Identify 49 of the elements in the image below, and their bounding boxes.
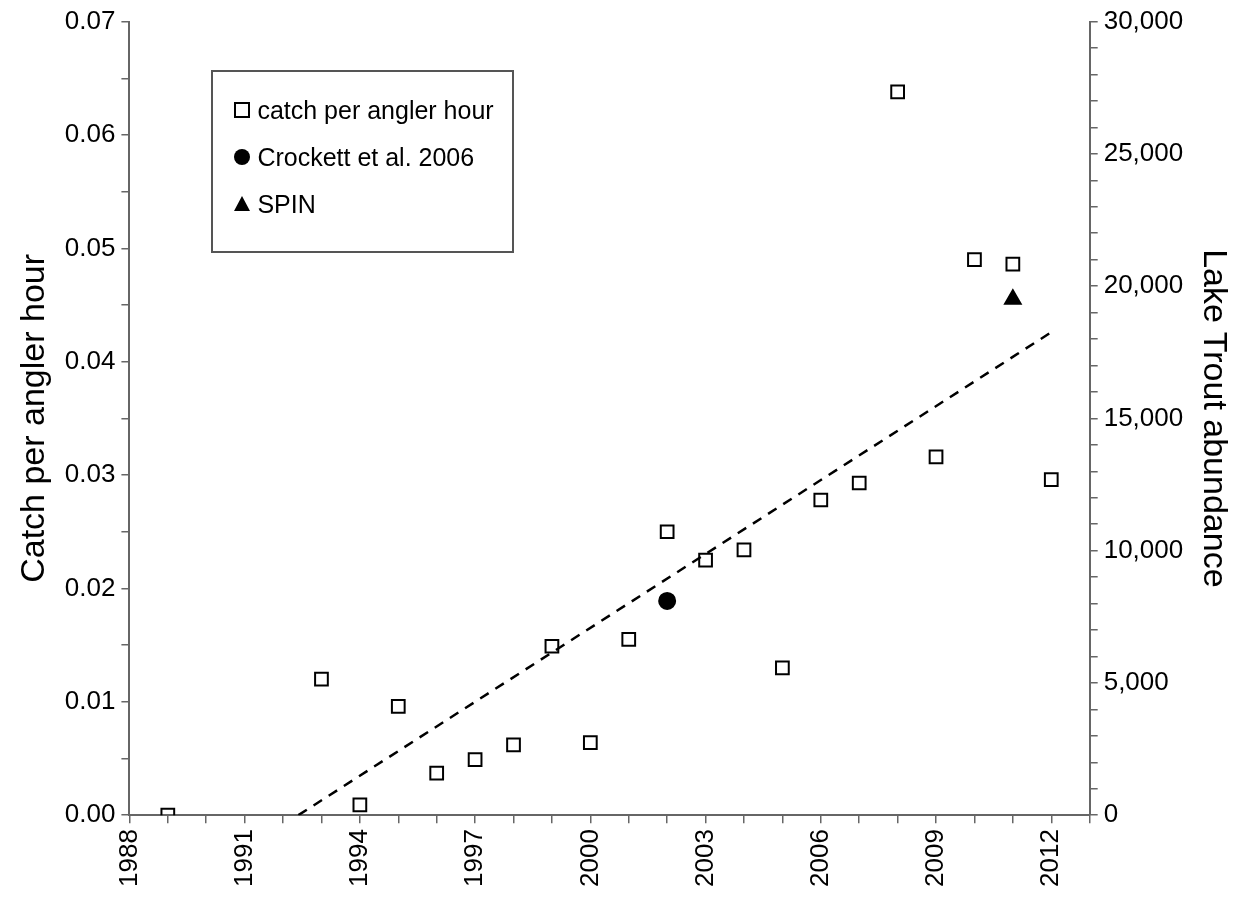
legend-label: Crockett et al. 2006 <box>257 142 475 172</box>
point <box>544 638 560 654</box>
y2-tick-label: 15,000 <box>1103 401 1184 432</box>
x-tick-label: 1994 <box>343 829 374 887</box>
point <box>698 552 713 568</box>
x-tick-label: 2003 <box>688 829 719 887</box>
legend-label: catch per angler hour <box>257 95 494 125</box>
point <box>390 698 406 714</box>
y2-tick-label: 30,000 <box>1103 4 1184 35</box>
point <box>1005 256 1021 272</box>
y-tick-label: 0.05 <box>64 231 116 262</box>
point <box>621 632 637 647</box>
y-tick-label: 0.00 <box>64 798 116 829</box>
y-tick-label: 0.03 <box>64 458 116 489</box>
point <box>775 660 790 676</box>
point <box>429 765 445 781</box>
point <box>314 671 329 687</box>
x-tick-label: 2009 <box>919 829 950 887</box>
point <box>467 752 483 767</box>
x-tick-label: 2012 <box>1034 829 1065 887</box>
y2-tick-label: 10,000 <box>1103 533 1184 564</box>
y2-tick-label: 20,000 <box>1103 269 1184 300</box>
x-tick-label: 1991 <box>227 829 258 887</box>
y-tick-label: 0.07 <box>64 4 116 35</box>
x-tick-label: 1988 <box>112 829 143 887</box>
y2-axis-title: Lake Trout abundance <box>1197 249 1236 588</box>
y-tick-label: 0.04 <box>64 344 116 375</box>
y2-tick-label: 5,000 <box>1103 666 1169 697</box>
x-tick-label: 2006 <box>803 829 834 887</box>
y-tick-label: 0.06 <box>64 118 116 149</box>
y-axis-title: Catch per angler hour <box>12 253 51 583</box>
point <box>813 492 829 508</box>
y-tick-label: 0.01 <box>64 684 116 715</box>
legend-label: SPIN <box>257 189 316 219</box>
y-tick-label: 0.02 <box>64 571 116 602</box>
x-tick-label: 1997 <box>458 829 489 887</box>
point <box>967 252 982 268</box>
point <box>352 797 368 813</box>
y2-tick-label: 0 <box>1103 798 1119 829</box>
y2-tick-label: 25,000 <box>1103 137 1184 168</box>
point <box>506 737 521 753</box>
point <box>1043 472 1059 487</box>
point <box>928 449 944 465</box>
x-tick-label: 2000 <box>573 829 604 887</box>
point <box>890 84 905 100</box>
point <box>659 524 675 540</box>
point <box>851 475 867 491</box>
point <box>582 735 598 750</box>
point <box>736 542 752 558</box>
